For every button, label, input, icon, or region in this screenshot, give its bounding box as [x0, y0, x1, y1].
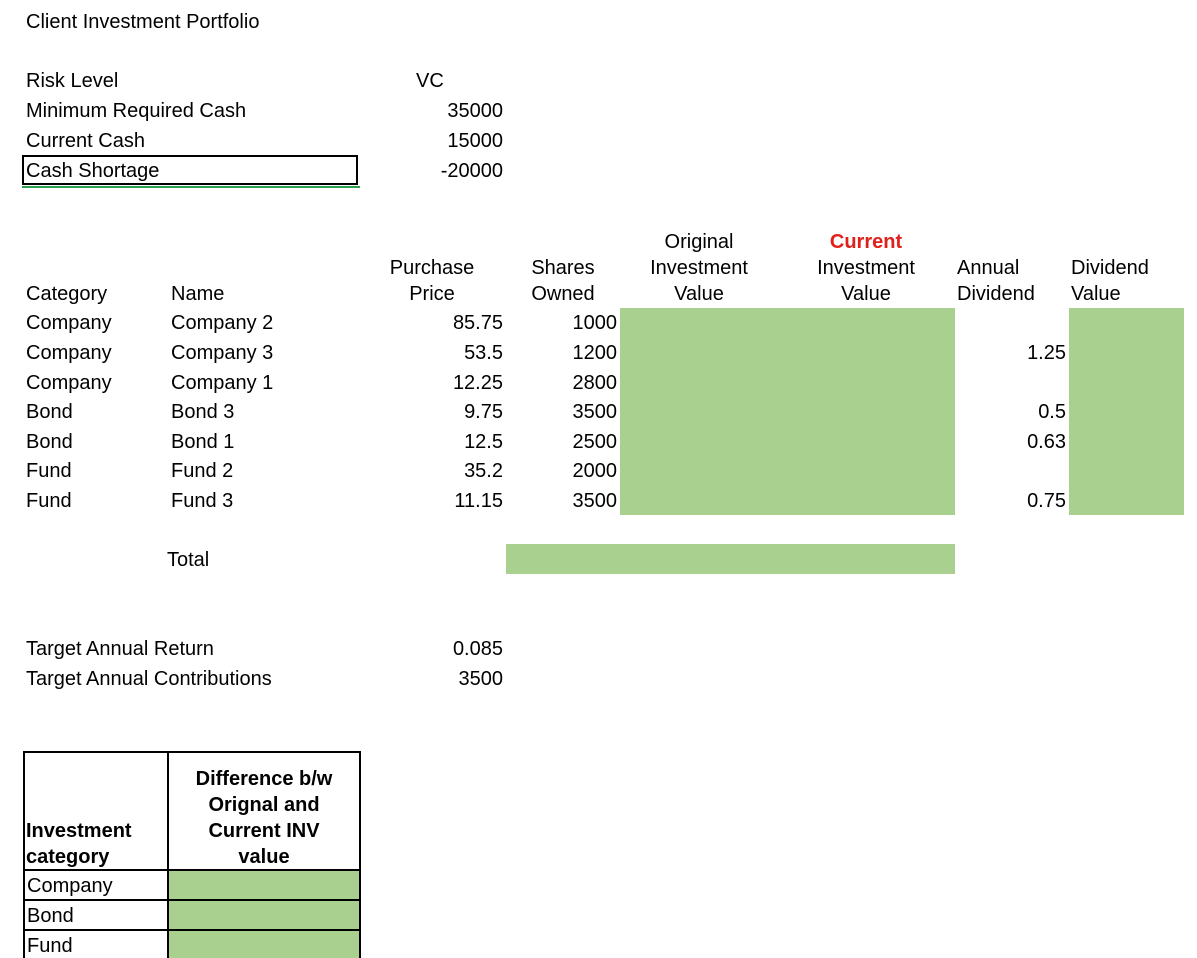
cell-name[interactable]: Bond 3: [171, 401, 235, 423]
cell-shares[interactable]: 3500: [572, 401, 618, 423]
header-annual-1: Annual: [957, 257, 1020, 279]
header-orig-1: Original: [664, 231, 734, 253]
cell-dividend[interactable]: 1.25: [1027, 342, 1066, 364]
min-cash-value[interactable]: 35000: [447, 100, 503, 122]
header-current-3: Value: [841, 283, 891, 305]
risk-level-label: Risk Level: [26, 70, 119, 92]
header-purchase-2: Price: [409, 283, 455, 305]
header-purchase-1: Purchase: [389, 257, 475, 279]
risk-level-value[interactable]: VC: [416, 70, 444, 92]
header-category: Category: [26, 283, 108, 305]
current-cash-value[interactable]: 15000: [447, 130, 503, 152]
table-divider-col: [167, 751, 169, 958]
diff-header-col1-line2: category: [26, 846, 110, 868]
cell-shares[interactable]: 1000: [572, 312, 618, 334]
diff-header-col1-line1: Investment: [26, 820, 132, 842]
diff-row-fund[interactable]: Fund: [27, 935, 73, 957]
table-divider-row: [23, 929, 361, 931]
cell-shares[interactable]: 2800: [572, 372, 618, 394]
min-cash-label: Minimum Required Cash: [26, 100, 247, 122]
diff-header-col2-line3: Current INV: [208, 820, 320, 842]
diff-header-col2-line4: value: [238, 846, 290, 868]
cell-price[interactable]: 9.75: [464, 401, 503, 423]
cell-price[interactable]: 35.2: [464, 460, 503, 482]
dividend-value-fill[interactable]: [1069, 308, 1184, 515]
table-border-top: [23, 751, 361, 753]
header-shares-2: Owned: [531, 283, 595, 305]
total-fill[interactable]: [506, 544, 955, 574]
total-label[interactable]: Total: [167, 549, 210, 571]
target-contrib-value[interactable]: 3500: [458, 668, 504, 690]
header-orig-3: Value: [674, 283, 724, 305]
cash-shortage-value[interactable]: -20000: [440, 160, 503, 182]
target-return-value[interactable]: 0.085: [452, 638, 503, 660]
cell-shares[interactable]: 2000: [572, 460, 618, 482]
cell-category[interactable]: Fund: [26, 460, 72, 482]
diff-header-col2-line2: Orignal and: [208, 794, 320, 816]
selected-cell[interactable]: [22, 155, 358, 185]
cell-price[interactable]: 85.75: [452, 312, 503, 334]
cell-category[interactable]: Company: [26, 342, 112, 364]
target-contrib-label: Target Annual Contributions: [26, 668, 272, 690]
cell-category[interactable]: Fund: [26, 490, 72, 512]
cell-category[interactable]: Company: [26, 312, 112, 334]
cell-dividend[interactable]: 0.5: [1038, 401, 1066, 423]
cell-name[interactable]: Company 2: [171, 312, 274, 334]
header-annual-2: Dividend: [957, 283, 1035, 305]
cell-price[interactable]: 11.15: [454, 490, 503, 512]
cell-name[interactable]: Bond 1: [171, 431, 235, 453]
current-cash-label: Current Cash: [26, 130, 145, 152]
header-current-1: Current: [829, 231, 903, 253]
header-orig-2: Investment: [650, 257, 748, 279]
header-divvalue-1: Dividend: [1071, 257, 1149, 279]
cell-dividend[interactable]: 0.75: [1027, 490, 1066, 512]
cell-name[interactable]: Company 3: [171, 342, 274, 364]
cell-price[interactable]: 12.25: [452, 372, 503, 394]
cell-price[interactable]: 12.5: [464, 431, 503, 453]
table-border-right: [359, 751, 361, 958]
cash-shortage-label[interactable]: Cash Shortage: [26, 160, 160, 182]
cell-name[interactable]: Fund 3: [171, 490, 234, 512]
header-name: Name: [171, 283, 225, 305]
cell-category[interactable]: Company: [26, 372, 112, 394]
cell-name[interactable]: Company 1: [171, 372, 274, 394]
header-divvalue-2: Value: [1071, 283, 1121, 305]
diff-header-col2-line1: Difference b/w: [195, 768, 333, 790]
sheet-title: Client Investment Portfolio: [26, 11, 260, 33]
table-border-left: [23, 751, 25, 958]
cell-dividend[interactable]: 0.63: [1027, 431, 1066, 453]
cell-shares[interactable]: 1200: [572, 342, 618, 364]
diff-row-bond[interactable]: Bond: [27, 905, 74, 927]
diff-row-company[interactable]: Company: [27, 875, 113, 897]
table-divider-header: [23, 869, 361, 871]
investment-value-fill[interactable]: [620, 308, 955, 515]
cell-price[interactable]: 53.5: [464, 342, 503, 364]
selection-underline: [22, 186, 360, 188]
table-divider-row: [23, 899, 361, 901]
header-shares-1: Shares: [531, 257, 595, 279]
header-current-2: Investment: [817, 257, 915, 279]
cell-shares[interactable]: 2500: [572, 431, 618, 453]
cell-shares[interactable]: 3500: [572, 490, 618, 512]
cell-category[interactable]: Bond: [26, 401, 73, 423]
target-return-label: Target Annual Return: [26, 638, 214, 660]
cell-category[interactable]: Bond: [26, 431, 73, 453]
cell-name[interactable]: Fund 2: [171, 460, 234, 482]
difference-fill[interactable]: [169, 871, 359, 958]
